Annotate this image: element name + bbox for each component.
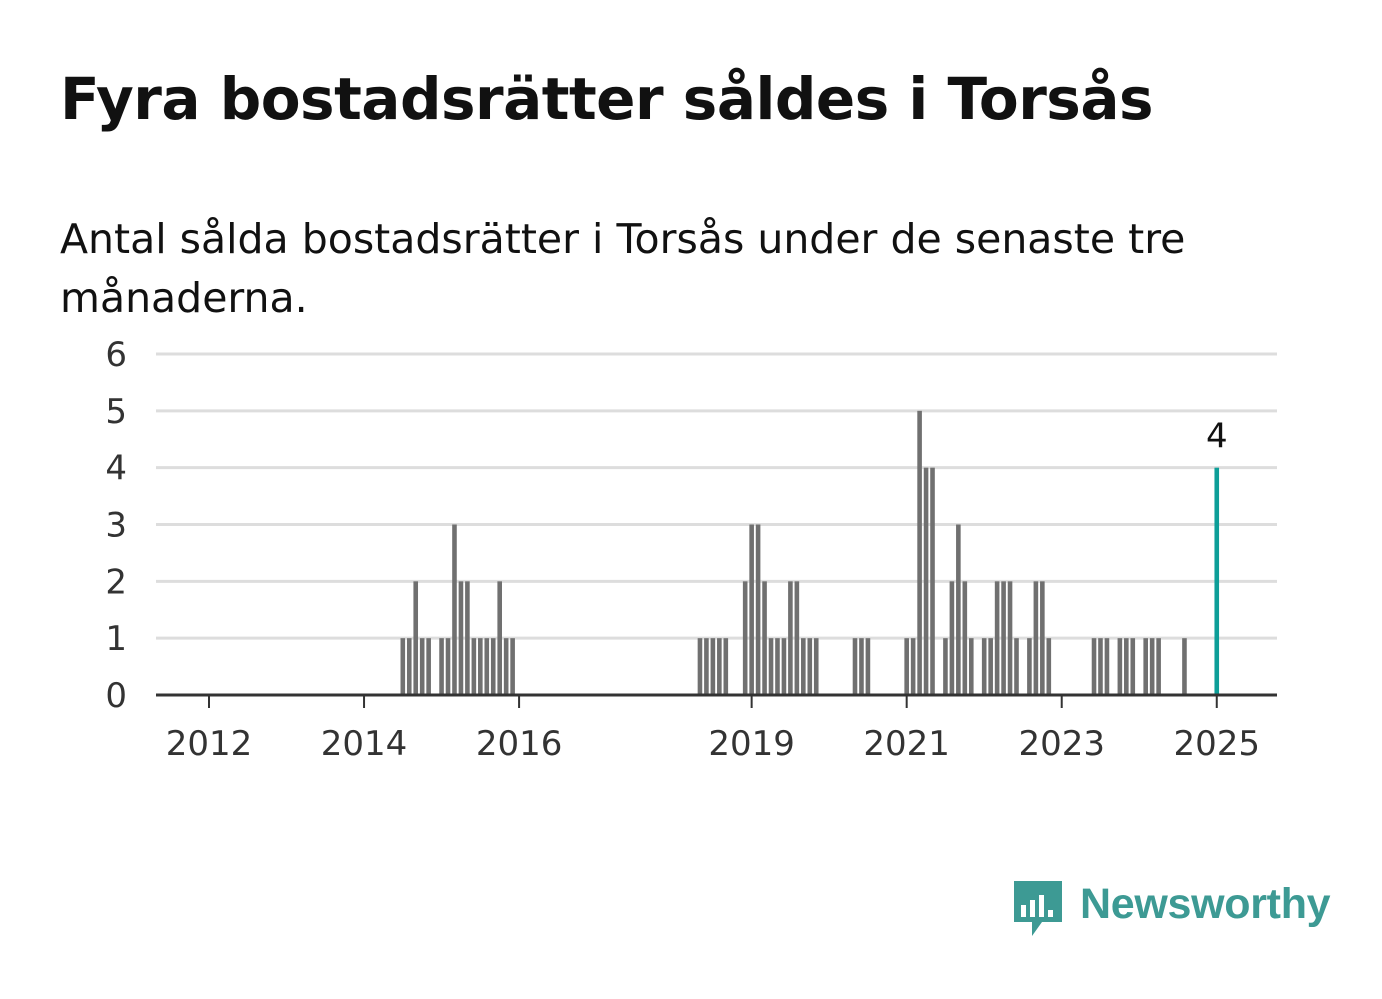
bar <box>1046 638 1052 695</box>
bar <box>426 638 431 695</box>
gridlines <box>156 352 1277 640</box>
axes <box>156 693 1277 708</box>
x-tick-label: 2016 <box>476 724 563 764</box>
bar <box>1001 581 1006 695</box>
bar <box>1098 638 1103 695</box>
bar <box>458 581 464 695</box>
bar <box>497 581 502 695</box>
x-tick-label: 2025 <box>1173 724 1260 764</box>
bar <box>717 638 722 695</box>
bar <box>749 524 754 695</box>
bar <box>704 638 709 695</box>
y-tick-label: 6 <box>105 335 127 375</box>
bar <box>923 467 929 695</box>
y-tick-label: 3 <box>105 506 127 546</box>
bar <box>865 638 871 695</box>
bar <box>994 581 1000 695</box>
bar <box>1014 638 1019 695</box>
bar <box>943 638 948 695</box>
bars <box>400 410 1220 695</box>
bar <box>471 638 477 695</box>
chart-title: Fyra bostadsrätter såldes i Torsås <box>60 65 1154 133</box>
bar <box>439 638 444 695</box>
bar <box>1033 581 1039 695</box>
bar <box>962 581 968 695</box>
bar <box>1149 638 1155 695</box>
bar <box>490 638 496 695</box>
tick-labels: 0 1 2 3 4 5 6 2012 2014 2016 2019 2021 2023 2025 4 <box>105 335 1260 764</box>
bar <box>710 638 716 695</box>
bar <box>956 524 961 695</box>
bar <box>503 638 509 695</box>
x-tick-label: 2023 <box>1018 724 1105 764</box>
highlight-value-label: 4 <box>1206 417 1228 457</box>
bar <box>981 638 987 695</box>
bar <box>930 467 935 695</box>
bar <box>852 638 858 695</box>
bar <box>406 638 412 695</box>
bar <box>1117 638 1123 695</box>
bar <box>452 524 457 695</box>
bar <box>723 638 729 695</box>
bar <box>801 638 806 695</box>
bar <box>697 638 703 695</box>
highlight-bar <box>1214 467 1220 695</box>
bar <box>807 638 813 695</box>
y-tick-label: 2 <box>105 562 127 602</box>
bar <box>1007 581 1013 695</box>
x-tick-label: 2019 <box>708 724 795 764</box>
bar <box>904 638 909 695</box>
bar <box>859 638 864 695</box>
y-tick-label: 0 <box>105 676 127 716</box>
bar <box>794 581 800 695</box>
y-tick-label: 1 <box>105 619 127 659</box>
bar <box>1143 638 1148 695</box>
bar <box>755 524 761 695</box>
bar <box>1124 638 1129 695</box>
newsworthy-bar-chart-icon <box>1014 881 1062 936</box>
bar <box>478 638 483 695</box>
bar <box>988 638 993 695</box>
bar <box>1182 638 1187 695</box>
bar <box>1104 638 1110 695</box>
bar <box>445 638 451 695</box>
bar <box>742 581 748 695</box>
bar <box>465 581 470 695</box>
bar <box>910 638 916 695</box>
bar <box>413 581 419 695</box>
bar <box>768 638 774 695</box>
bar <box>1091 638 1097 695</box>
bar <box>1040 581 1045 695</box>
x-tick-label: 2012 <box>166 724 253 764</box>
bar <box>775 638 780 695</box>
bar <box>781 638 787 695</box>
bar <box>1027 638 1032 695</box>
bar <box>917 410 922 695</box>
chart-subtitle: Antal sålda bostadsrätter i Torsås under… <box>60 215 1186 322</box>
bar <box>1156 638 1161 695</box>
newsworthy-wordmark: Newsworthy <box>1080 880 1331 928</box>
y-tick-label: 5 <box>105 392 127 432</box>
bar <box>788 581 793 695</box>
bar <box>419 638 425 695</box>
bar <box>968 638 974 695</box>
x-tick-label: 2021 <box>863 724 950 764</box>
x-tick-label: 2014 <box>321 724 408 764</box>
bar <box>1130 638 1136 695</box>
bar <box>400 638 406 695</box>
bar <box>762 581 767 695</box>
bar <box>949 581 955 695</box>
bar <box>813 638 819 695</box>
bar <box>510 638 515 695</box>
bar <box>484 638 490 695</box>
y-tick-label: 4 <box>105 449 127 489</box>
